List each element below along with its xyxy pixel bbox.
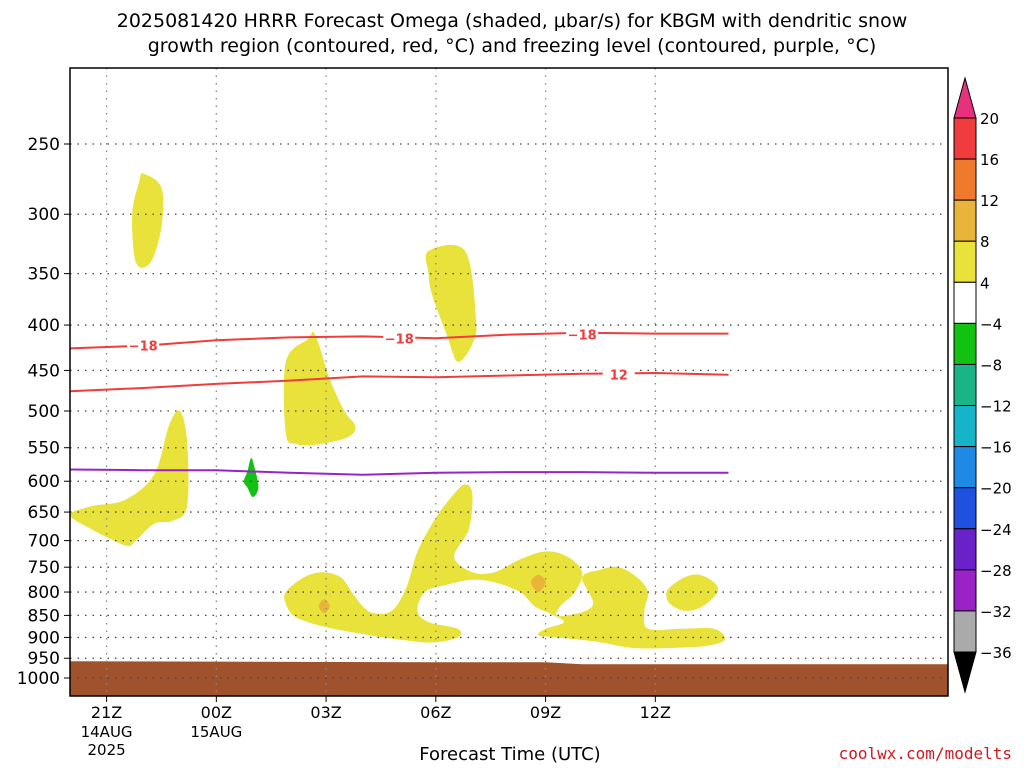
colorbar-box-11	[953, 528, 977, 571]
omega-region-2	[70, 410, 189, 547]
chart-title-line2: growth region (contoured, red, °C) and f…	[147, 35, 877, 57]
y-tick-label: 400	[28, 316, 60, 336]
x-tick-date: 14AUG	[81, 723, 133, 741]
y-tick-label: 950	[28, 649, 60, 669]
contour-label--18: −18	[568, 329, 597, 344]
colorbar-label: 4	[980, 274, 990, 292]
chart-title-line1: 2025081420 HRRR Forecast Omega (shaded, …	[116, 10, 908, 32]
colorbar-label: 16	[980, 151, 999, 169]
plot-frame	[69, 67, 949, 697]
colorbar-label: −24	[980, 521, 1012, 539]
contour-label--18: −18	[385, 332, 414, 347]
colorbar-box-4	[953, 240, 977, 283]
y-tick-label: 350	[28, 265, 60, 285]
plot-area	[70, 68, 948, 696]
omega-region-8	[531, 574, 546, 592]
freezing-level-contour	[69, 468, 729, 476]
colorbar-box-1	[953, 117, 977, 160]
colorbar-box-2	[953, 158, 977, 201]
colorbar-box-7	[953, 363, 977, 407]
colorbar-label: −8	[980, 356, 1002, 374]
colorbar-box-12	[953, 569, 977, 612]
y-tick-label: 850	[28, 606, 60, 626]
omega-region-1	[132, 173, 164, 268]
omega-region-9	[243, 458, 259, 497]
colorbar-box-9	[953, 446, 977, 489]
y-tick-label: 750	[28, 558, 60, 578]
y-tick-label: 1000	[17, 669, 60, 689]
omega-region-7	[318, 599, 330, 614]
x-tick-label: 09Z	[530, 703, 561, 722]
colorbar-top-arrow	[953, 76, 977, 119]
x-tick-label: 00Z	[201, 703, 232, 722]
omega-region-5	[284, 484, 726, 649]
y-tick-label: 250	[28, 135, 60, 155]
colorbar-label: 20	[980, 110, 999, 128]
contour-label-bg	[383, 330, 416, 346]
colorbar-label: −32	[980, 603, 1012, 621]
colorbar-label: −20	[980, 480, 1012, 498]
colorbar-box-13	[953, 610, 977, 653]
colorbar-label: 12	[980, 192, 999, 210]
ground-surface	[70, 661, 948, 696]
x-axis-title: Forecast Time (UTC)	[419, 744, 601, 765]
colorbar-box-6	[953, 322, 977, 365]
y-tick-label: 600	[28, 472, 60, 492]
x-tick-year: 2025	[87, 741, 125, 759]
contour-label-bg	[602, 366, 635, 382]
x-tick-label: 06Z	[420, 703, 451, 722]
y-tick-label: 450	[28, 361, 60, 381]
source-credit: coolwx.com/modelts	[838, 744, 1012, 763]
colorbar-label: −28	[980, 562, 1012, 580]
y-tick-label: 700	[28, 532, 60, 552]
omega-region-3	[283, 331, 356, 446]
y-tick-label: 500	[28, 402, 60, 422]
y-tick-label: 300	[28, 205, 60, 225]
y-tick-label: 800	[28, 583, 60, 603]
colorbar-label: −36	[980, 644, 1012, 662]
colorbar-box-5	[953, 281, 977, 324]
x-tick-date: 15AUG	[190, 723, 242, 741]
contour-label-bg	[566, 326, 599, 342]
colorbar-bottom-arrow	[953, 651, 977, 694]
y-tick-label: 900	[28, 628, 60, 648]
x-tick-label: 12Z	[640, 703, 671, 722]
contour-label-bg	[127, 337, 160, 353]
contour-label--18: −18	[129, 340, 158, 355]
x-tick-label: 03Z	[310, 703, 341, 722]
colorbar-label: −4	[980, 315, 1002, 333]
colorbar-label: 8	[980, 233, 990, 251]
colorbar-box-8	[953, 405, 977, 448]
colorbar-label: −16	[980, 439, 1012, 457]
colorbar-label: −12	[980, 398, 1012, 416]
colorbar-box-10	[953, 487, 977, 530]
y-tick-label: 650	[28, 503, 60, 523]
x-tick-label: 21Z	[91, 703, 122, 722]
contour-label-12: 12	[610, 369, 628, 384]
y-tick-label: 550	[28, 439, 60, 459]
colorbar-box-3	[953, 199, 977, 242]
omega-region-6	[666, 574, 719, 611]
